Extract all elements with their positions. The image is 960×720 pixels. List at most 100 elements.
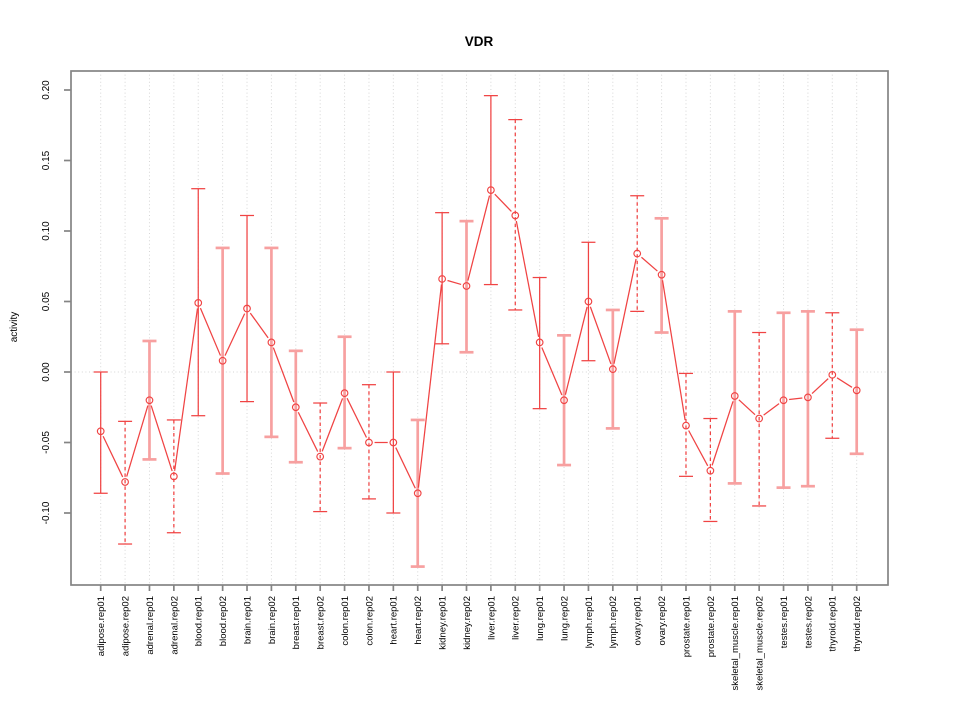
series-line-segment (272, 347, 295, 403)
data-point (755, 414, 764, 423)
x-axis-tick-label: skeletal_muscle.rep02 (755, 596, 766, 691)
series-line-segment (789, 397, 803, 401)
series-line-segment (395, 447, 416, 489)
x-axis-tick-label: thyroid.rep01 (828, 596, 839, 651)
series-line-segment (515, 220, 540, 338)
series-line-segment (346, 397, 368, 438)
data-layer (93, 95, 864, 568)
x-axis-tick-label: prostate.rep02 (706, 596, 717, 657)
x-axis-tick-label: lymph.rep02 (608, 596, 619, 648)
chart-title: VDR (465, 34, 494, 49)
data-point (804, 393, 812, 402)
series-line-segment (126, 405, 149, 477)
x-axis-tick-label: brain.rep01 (242, 596, 253, 644)
series-line-segment (836, 377, 853, 388)
series-line-segment (174, 308, 199, 471)
y-axis-tick-label: 0.05 (41, 291, 52, 311)
data-point (413, 489, 422, 498)
series-line-segment (589, 306, 612, 365)
series-line-segment (199, 307, 222, 356)
x-axis-tick-label: blood.rep02 (218, 596, 229, 646)
axes-layer: 0.20 0.15 0.10 0.05 0.00 -0.05 -0.10 adipose.re… (41, 80, 863, 691)
data-point (852, 386, 861, 395)
x-axis-tick-label: adrenal.rep02 (169, 596, 180, 655)
series-line-segment (641, 256, 658, 272)
data-point (243, 304, 251, 313)
series-line-segment (541, 347, 563, 396)
data-point (389, 438, 398, 447)
x-axis-tick-label: brain.rep02 (267, 596, 278, 644)
data-point (633, 249, 642, 258)
x-axis-tick-label: liver.rep02 (511, 596, 522, 640)
series-line-segment (811, 378, 829, 395)
data-point (365, 438, 373, 447)
x-axis-tick-label: adipose.rep01 (96, 596, 107, 656)
x-axis-tick-label: heart.rep02 (413, 596, 424, 645)
series-line-segment (249, 312, 269, 339)
data-point (145, 396, 154, 405)
data-point (682, 421, 690, 430)
data-point (730, 392, 739, 400)
data-point (584, 297, 593, 306)
x-axis-tick-label: heart.rep01 (389, 596, 400, 645)
series-line-segment (613, 258, 637, 364)
series-line-segment (738, 399, 756, 416)
series-line-segment (688, 430, 709, 467)
series-line-segment (417, 284, 443, 488)
series-line-segment (150, 405, 173, 472)
y-axis-tick-label: -0.05 (41, 431, 52, 454)
data-point (340, 389, 349, 398)
series-line-segment (763, 403, 780, 416)
x-axis-tick-label: testes.rep01 (779, 596, 790, 648)
x-axis-tick-label: skeletal_muscle.rep01 (730, 596, 741, 691)
data-point (560, 396, 568, 405)
x-axis-tick-label: prostate.rep01 (681, 596, 692, 657)
series-line-segment (447, 279, 462, 286)
series-line-segment (494, 193, 512, 212)
data-point (96, 427, 105, 436)
x-axis-tick-label: breast.rep02 (316, 596, 327, 649)
series-line-segment (661, 280, 686, 421)
x-axis-tick-label: liver.rep01 (486, 596, 497, 640)
x-axis-tick-label: lymph.rep01 (584, 596, 595, 648)
x-axis-tick-label: lung.rep01 (535, 596, 546, 641)
data-point (291, 403, 300, 412)
series-line-segment (467, 195, 491, 281)
x-axis-tick-label: kidney.rep02 (462, 596, 473, 650)
data-point (267, 338, 276, 347)
series-line-segment (102, 435, 124, 478)
data-point (535, 338, 544, 347)
y-axis-tick-label: 0.00 (41, 362, 52, 382)
data-point (194, 299, 203, 307)
y-axis-label: activity (9, 312, 20, 343)
data-point (828, 370, 837, 379)
data-point (169, 472, 178, 481)
data-point (511, 211, 520, 220)
y-axis-tick-label: 0.15 (41, 150, 52, 170)
x-axis-tick-label: thyroid.rep02 (852, 596, 863, 651)
data-point (121, 478, 129, 486)
x-axis-tick-label: kidney.rep01 (438, 596, 449, 650)
data-point (706, 466, 715, 475)
series-line-segment (711, 401, 734, 466)
series-line-segment (224, 313, 246, 356)
x-axis-tick-label: colon.rep01 (340, 596, 351, 646)
x-axis-tick-label: adrenal.rep01 (145, 596, 156, 655)
x-axis-tick-label: lung.rep02 (559, 596, 570, 641)
y-axis-tick-label: 0.20 (41, 80, 52, 100)
data-point (657, 270, 666, 279)
data-point (462, 282, 471, 290)
y-axis-tick-label: 0.10 (41, 221, 52, 241)
x-axis-tick-label: ovary.rep02 (657, 596, 668, 645)
data-point (608, 365, 617, 374)
data-point (438, 275, 446, 283)
data-point (316, 452, 325, 461)
series-line-segment (321, 398, 344, 452)
data-point (218, 356, 227, 365)
x-axis-tick-label: colon.rep02 (364, 596, 375, 646)
x-axis-tick-label: ovary.rep01 (633, 596, 644, 645)
data-point (487, 186, 495, 194)
plot-border (70, 70, 889, 586)
